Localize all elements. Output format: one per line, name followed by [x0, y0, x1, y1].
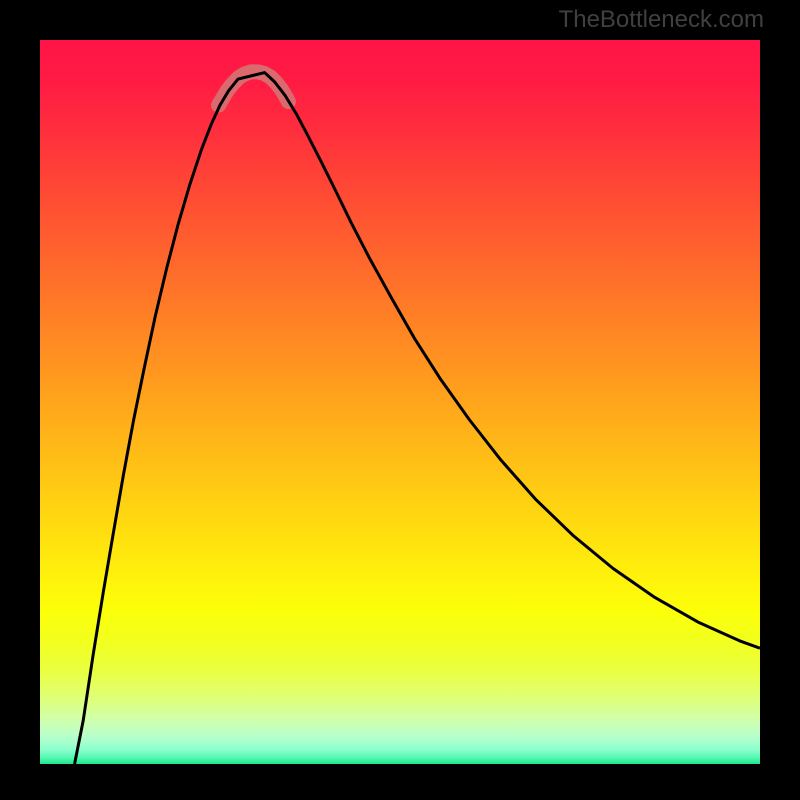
plot-area	[40, 40, 760, 764]
watermark-text: TheBottleneck.com	[559, 6, 764, 34]
gradient-background	[40, 40, 760, 764]
chart-stage: TheBottleneck.com	[0, 0, 800, 800]
